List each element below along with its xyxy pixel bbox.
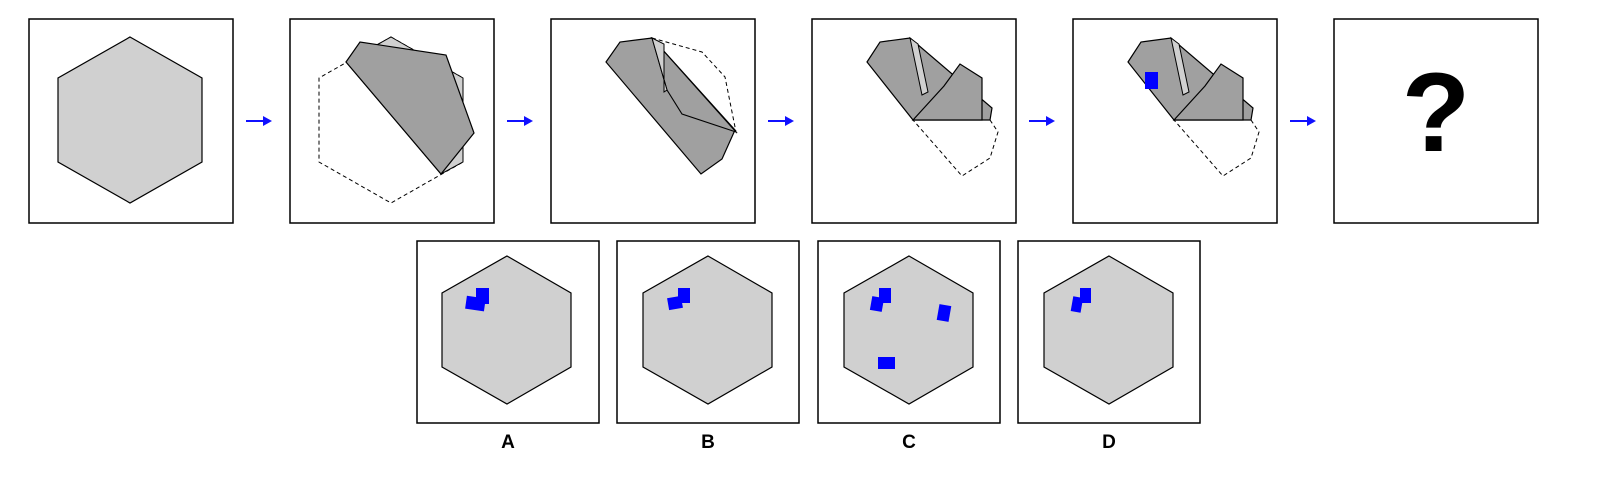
option-a-holes: [465, 288, 489, 312]
option-c-holes: [869, 288, 952, 369]
option-d-label: D: [1102, 432, 1116, 453]
option-d-panel[interactable]: [1017, 240, 1201, 424]
answer-panel: [1333, 18, 1539, 224]
step-4-panel: [811, 18, 1017, 224]
question-mark: ?: [1401, 50, 1471, 175]
right-arrow-icon: [1029, 116, 1055, 126]
answer-frame: [1333, 18, 1539, 224]
right-arrow-icon: [1290, 116, 1316, 126]
option-d-hexagon: [1043, 255, 1174, 405]
option-b-label: B: [701, 432, 715, 453]
option-a-hexagon: [441, 255, 572, 405]
step-5-front-flap: [1172, 63, 1244, 121]
option-c-hexagon: [843, 255, 974, 405]
option-b-hexagon: [642, 255, 773, 405]
step-4-strip: [909, 36, 929, 96]
option-a-label: A: [501, 432, 515, 453]
step-3-lower-layer: [605, 37, 736, 175]
step-2-hexagon-outline: [318, 36, 464, 204]
step-1-panel: [28, 18, 234, 224]
step-2-folded-flap: [345, 41, 475, 175]
step-5-punched-hole: [1145, 72, 1158, 89]
step-3-small-strip: [651, 37, 668, 93]
option-b-holes: [667, 288, 690, 311]
option-d-holes: [1070, 288, 1091, 313]
right-arrow-icon: [507, 116, 533, 126]
right-arrow-icon: [246, 116, 272, 126]
step-1-hexagon: [57, 36, 203, 204]
option-a-panel[interactable]: [416, 240, 600, 424]
option-c-label: C: [902, 432, 916, 453]
option-c-panel[interactable]: [817, 240, 1001, 424]
step-2-panel: [289, 18, 495, 224]
step-5-panel: [1072, 18, 1278, 224]
step-5-strip: [1170, 36, 1190, 96]
step-3-panel: [550, 18, 756, 224]
right-arrow-icon: [768, 116, 794, 126]
step-4-front-flap: [911, 63, 983, 121]
option-b-panel[interactable]: [616, 240, 800, 424]
